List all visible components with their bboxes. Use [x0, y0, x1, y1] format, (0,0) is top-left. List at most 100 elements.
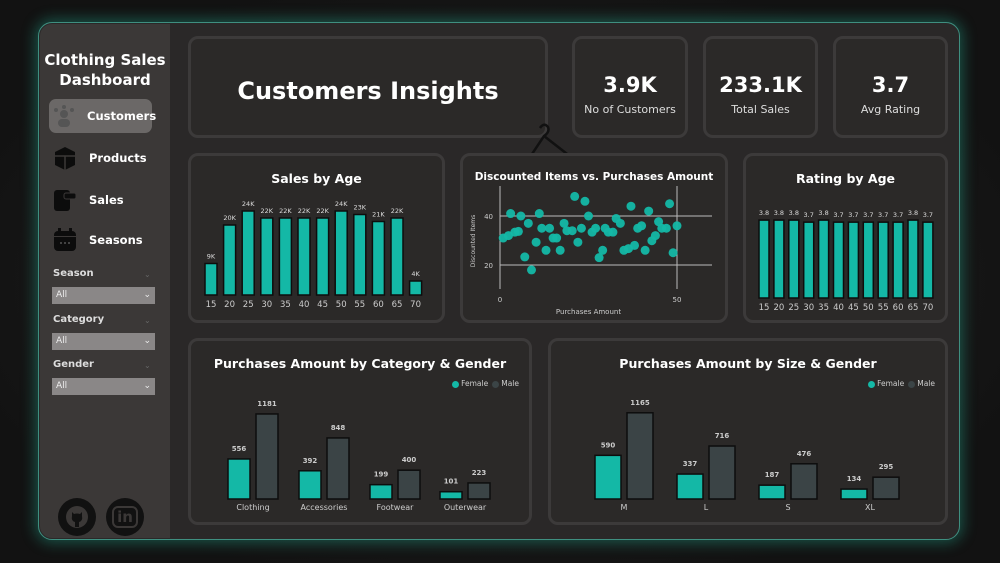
bar-female[interactable]	[227, 458, 251, 500]
bar-female[interactable]	[439, 490, 463, 500]
scatter-point[interactable]	[534, 209, 544, 219]
bar-male[interactable]	[397, 469, 421, 500]
legend-female[interactable]: Female	[452, 379, 488, 388]
scatter-point[interactable]	[580, 196, 590, 206]
bar-male[interactable]	[255, 413, 279, 500]
bar-male[interactable]	[467, 482, 491, 500]
bar-female[interactable]	[840, 488, 868, 500]
chevron-down-icon: ⌄	[143, 336, 151, 346]
bar[interactable]	[260, 217, 274, 296]
bar[interactable]	[334, 210, 348, 296]
kpi-value: 233.1K	[719, 73, 802, 97]
chevron-down-icon[interactable]: ⌄	[144, 316, 151, 325]
bar[interactable]	[907, 219, 919, 299]
bar[interactable]	[817, 219, 830, 299]
bar-male[interactable]	[790, 463, 818, 500]
scatter-point[interactable]	[567, 226, 577, 236]
scatter-point[interactable]	[650, 231, 660, 241]
data-label: 1181	[257, 400, 277, 408]
scatter-point[interactable]	[573, 237, 583, 247]
nav-products[interactable]: Products	[49, 141, 152, 175]
title-line-2: Dashboard	[59, 71, 151, 89]
nav-sales[interactable]: Sales	[49, 183, 152, 217]
bar[interactable]	[315, 217, 330, 296]
scatter-point[interactable]	[576, 223, 586, 233]
scatter-point[interactable]	[545, 223, 555, 233]
chevron-down-icon[interactable]: ⌄	[144, 270, 151, 279]
bar[interactable]	[222, 224, 237, 296]
bar-female[interactable]	[369, 483, 393, 500]
scatter-point[interactable]	[665, 199, 675, 209]
data-label: 101	[444, 478, 459, 486]
bar[interactable]	[922, 221, 934, 299]
scatter-point[interactable]	[608, 227, 618, 237]
bar-female[interactable]	[676, 473, 704, 500]
scatter-point[interactable]	[594, 253, 604, 263]
bar[interactable]	[241, 210, 255, 296]
legend-male[interactable]: Male	[492, 379, 519, 388]
legend-female[interactable]: Female	[868, 379, 904, 388]
bar-female[interactable]	[758, 484, 786, 500]
bar[interactable]	[758, 219, 770, 299]
scatter-point[interactable]	[537, 223, 547, 233]
scatter-point[interactable]	[513, 226, 523, 236]
bar[interactable]	[204, 262, 218, 296]
scatter-point[interactable]	[541, 245, 551, 255]
bar[interactable]	[862, 221, 875, 299]
scatter-point[interactable]	[555, 245, 565, 255]
gender-dropdown[interactable]: All ⌄	[52, 378, 155, 395]
category-dropdown[interactable]: All ⌄	[52, 333, 155, 350]
x-tick-label: 30	[261, 300, 272, 310]
scatter-point[interactable]	[630, 240, 640, 250]
bar[interactable]	[892, 221, 904, 299]
scatter-point[interactable]	[584, 211, 593, 221]
scatter-point[interactable]	[672, 221, 682, 231]
scatter-point[interactable]	[668, 248, 678, 258]
scatter-point[interactable]	[520, 252, 530, 262]
scatter-point[interactable]	[552, 233, 562, 243]
bar[interactable]	[353, 213, 367, 296]
scatter-point[interactable]	[598, 245, 608, 255]
scatter-point[interactable]	[591, 223, 601, 233]
bar-male[interactable]	[326, 437, 350, 500]
data-label: 22K	[391, 207, 404, 215]
scatter-point[interactable]	[626, 201, 636, 211]
bar[interactable]	[773, 219, 785, 299]
nav-label: Customers	[87, 109, 157, 123]
linkedin-icon[interactable]: in	[106, 498, 144, 536]
scatter-point[interactable]	[661, 223, 671, 233]
bar[interactable]	[802, 221, 815, 299]
bar[interactable]	[390, 217, 404, 296]
bar[interactable]	[877, 221, 889, 299]
bar-female[interactable]	[594, 454, 622, 500]
bar[interactable]	[832, 221, 845, 299]
scatter-point[interactable]	[570, 191, 580, 201]
scatter-point[interactable]	[644, 206, 654, 216]
scatter-point[interactable]	[559, 218, 569, 228]
bar[interactable]	[408, 280, 423, 296]
scatter-point[interactable]	[615, 218, 625, 228]
bar-female[interactable]	[298, 470, 322, 500]
scatter-point[interactable]	[516, 211, 526, 221]
nav-customers[interactable]: Customers	[49, 99, 156, 133]
bar-male[interactable]	[872, 476, 900, 500]
bar[interactable]	[371, 220, 386, 296]
chevron-down-icon[interactable]: ⌄	[144, 361, 151, 370]
nav-seasons[interactable]: Seasons	[49, 223, 152, 257]
scatter-point[interactable]	[527, 265, 537, 275]
bar-male[interactable]	[708, 445, 736, 500]
scatter-point[interactable]	[637, 221, 647, 231]
x-tick-label: 35	[280, 300, 291, 310]
scatter-point[interactable]	[640, 245, 650, 255]
scatter-point[interactable]	[531, 237, 541, 247]
season-dropdown[interactable]: All ⌄	[52, 287, 155, 304]
scatter-point[interactable]	[506, 209, 516, 219]
bar[interactable]	[788, 219, 800, 299]
github-icon[interactable]	[58, 498, 96, 536]
bar[interactable]	[297, 217, 311, 296]
bar[interactable]	[278, 217, 293, 296]
bar[interactable]	[847, 221, 860, 299]
bar-male[interactable]	[626, 412, 654, 500]
legend-male[interactable]: Male	[908, 379, 935, 388]
scatter-point[interactable]	[523, 218, 533, 228]
